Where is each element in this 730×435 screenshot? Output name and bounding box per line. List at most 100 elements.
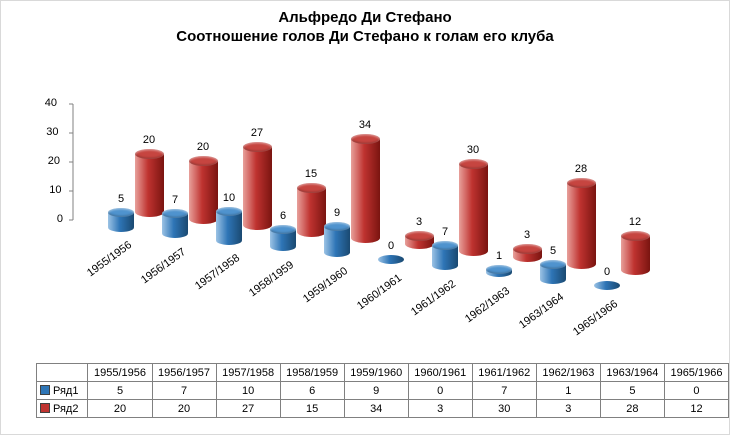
bar-label: 5: [117, 193, 125, 205]
cylinder-Ряд1-1961/1962: [432, 241, 458, 271]
table-cell: 27: [215, 399, 281, 418]
table-header-row: 1955/1956 1956/1957 1957/1958 1958/1959 1959…: [35, 363, 729, 382]
bar-label: 0: [387, 240, 395, 252]
y-axis: [69, 103, 74, 221]
cylinder-bottom: [432, 261, 458, 271]
table-row-Ряд2: Ряд2 20 20 27 15 34 3 30 3 28 12: [35, 399, 729, 418]
cylinder-top: [216, 206, 242, 216]
cylinder-flat-disc: [378, 255, 404, 264]
cylinder-Ряд2-1960/1961: [404, 230, 434, 250]
bar-label: 30: [466, 144, 480, 156]
cylinder-bottom: [540, 274, 566, 284]
table-cell: 10: [215, 381, 281, 400]
cylinder-top: [432, 241, 458, 251]
table-cell: 15: [279, 399, 345, 418]
table-corner-cell: [35, 363, 89, 382]
table-header-cell: 1960/1961: [407, 363, 473, 382]
cylinder-bottom: [242, 219, 272, 230]
cylinder-Ряд2-1965/1966: [620, 230, 650, 276]
cylinder-body: [296, 188, 326, 232]
cylinder-top: [540, 260, 566, 269]
table-cell: 28: [599, 399, 665, 418]
cylinder-body: [162, 213, 188, 234]
cylinder-top: [350, 134, 380, 145]
table-cell: 3: [535, 399, 601, 418]
cylinder-bottom: [296, 226, 326, 237]
table-cell: 20: [87, 399, 153, 418]
cylinder-body: [188, 160, 218, 219]
cylinder-body: [458, 164, 488, 251]
cylinder-bottom: [162, 228, 188, 238]
cylinder-top: [512, 243, 542, 254]
table-cell: 7: [151, 381, 217, 400]
bar-label: 3: [415, 215, 423, 228]
bar-label: 20: [196, 140, 210, 153]
cylinder-bottom: [134, 207, 164, 217]
bar-label: 28: [574, 162, 588, 175]
ytick-label: 30: [46, 126, 59, 138]
legend-swatch: [40, 384, 50, 395]
table-header-cell: 1958/1959: [279, 363, 345, 382]
chart-title-line2: Соотношение голов Ди Стефано к голам его…: [176, 28, 554, 45]
table-header-cell: 1965/1966: [663, 363, 729, 382]
cylinder-top: [404, 230, 434, 241]
cylinder-Ряд1-1962/1963: [486, 265, 512, 277]
cylinder-bottom: [350, 232, 380, 243]
ytick-label: 10: [49, 184, 62, 196]
cylinder-top: [270, 224, 296, 234]
cylinder-bottom: [270, 241, 296, 251]
bar-label: 3: [523, 228, 531, 241]
plot-area: 0 10 20 30 40 1955/1956 1956/1957 1957/1958 1958…: [1, 1, 729, 361]
ytick-label: 20: [47, 155, 60, 167]
cylinder-Ряд2-1963/1964: [566, 177, 596, 269]
cylinder-bottom: [324, 248, 350, 258]
bar-label: 20: [142, 134, 156, 146]
legend-swatch: [40, 402, 50, 413]
cylinder-top: [324, 222, 350, 232]
cylinder-top: [296, 183, 326, 193]
bar-label: 10: [222, 191, 236, 204]
cylinder-top: [188, 155, 218, 166]
table-cell: 12: [663, 399, 729, 418]
cylinder-Ряд1-1955/1956: [108, 208, 134, 232]
cylinder-bottom: [458, 246, 488, 256]
cylinder-flat-disc: [594, 281, 620, 290]
cylinder-Ряд2-1956/1957: [188, 155, 218, 224]
table-cell: 3: [407, 399, 473, 418]
cylinder-body: [216, 211, 242, 240]
ytick-label: 0: [56, 213, 63, 225]
cylinder-top: [486, 265, 512, 275]
bar-label: 12: [628, 215, 642, 228]
cylinder-bottom: [188, 213, 218, 224]
bar-label: 9: [333, 207, 341, 220]
data-table: 1955/1956 1956/1957 1957/1958 1958/1959 1959…: [35, 363, 729, 418]
table-header-cell: 1962/1963: [535, 363, 601, 382]
bar-label: 27: [250, 126, 264, 139]
cylinder-bottom: [512, 252, 542, 263]
cylinder-top: [162, 208, 188, 218]
cylinder-Ряд1-1958/1959: [270, 224, 296, 251]
table-cell: 0: [407, 381, 473, 400]
cylinder-top: [566, 177, 596, 188]
table-cell: 1: [535, 381, 601, 400]
table-header-cell: 1959/1960: [343, 363, 409, 382]
table-cell: 5: [599, 381, 665, 400]
ytick-label: 40: [44, 97, 57, 109]
cylinder-Ряд1-1957/1958: [216, 206, 242, 245]
table-cell: 0: [663, 381, 729, 400]
cylinder-top: [108, 208, 134, 217]
bar-label: 34: [358, 119, 372, 132]
chart-title: Альфредо Ди Стефано Соотношение голов Ди…: [1, 8, 729, 46]
cylinder-Ряд2-1959/1960: [350, 134, 380, 243]
cylinder-Ряд2-1955/1956: [134, 149, 164, 217]
bar-label: 7: [171, 193, 179, 206]
table-cell: 7: [471, 381, 537, 400]
cylinder-Ряд2-1958/1959: [296, 183, 326, 237]
table-header-cell: 1963/1964: [599, 363, 665, 382]
table-header-cell: 1957/1958: [215, 363, 281, 382]
cylinder-body: [350, 139, 380, 238]
cylinder-Ряд2-1961/1962: [458, 159, 488, 256]
cylinder-bottom: [620, 265, 650, 276]
bar-label: 15: [304, 168, 318, 180]
